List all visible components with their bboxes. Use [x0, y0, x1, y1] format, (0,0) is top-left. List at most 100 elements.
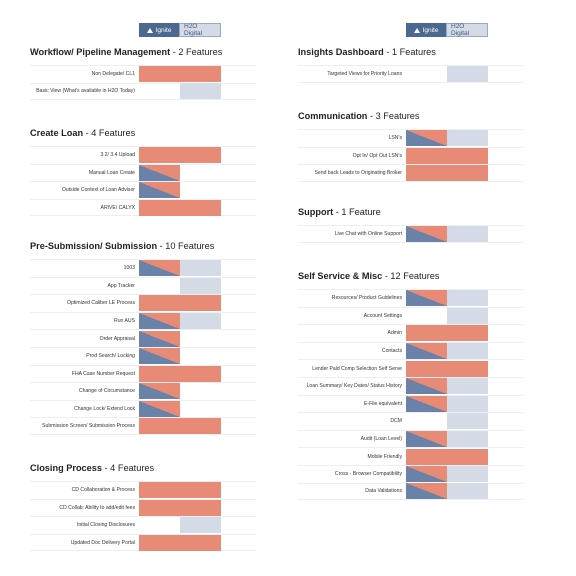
feature-row: Send back Leads to Originating Broker [298, 164, 524, 182]
feature-label: Manual Loan Create [88, 169, 135, 176]
h2o-cell [180, 83, 221, 100]
feature-row: DCM [298, 412, 524, 430]
availability-cells [406, 431, 488, 448]
ignite-cell [139, 383, 180, 400]
feature-label: Run AUS [114, 318, 135, 325]
availability-cells [406, 307, 488, 324]
ignite-logo-icon [146, 27, 153, 33]
h2o-cell [447, 378, 488, 395]
empty-cell [139, 278, 180, 294]
feature-row: Run AUS [30, 311, 256, 330]
availability-cells [139, 66, 221, 83]
h2o-cell [447, 431, 488, 448]
availability-cells [139, 365, 221, 382]
h2o-cell [447, 130, 488, 147]
feature-label: Live Chat with Online Support [334, 230, 402, 237]
section-title: Support - 1 Feature [298, 207, 381, 217]
feature-label: Change of Circumstance [78, 388, 135, 395]
section-communication: Communication - 3 Features LSN's Opt In/ O… [298, 111, 524, 182]
ignite-cell [406, 483, 447, 500]
both-cell [406, 147, 488, 164]
feature-row: Outside Context of Loan Advisor [30, 181, 256, 199]
feature-row: Basic View (What's available in H2O Toda… [30, 82, 256, 101]
feature-label: Admin [387, 330, 402, 337]
availability-cells [139, 260, 221, 277]
empty-cell [180, 383, 221, 399]
feature-label: E-File equivalent [364, 400, 402, 407]
both-cell [139, 295, 221, 312]
both-cell [139, 418, 221, 435]
both-cell [406, 325, 488, 342]
both-cell [139, 534, 221, 551]
feature-row: E-File equivalent [298, 394, 524, 413]
section-title: Create Loan - 4 Features [30, 128, 136, 138]
feature-label: 1003 [123, 265, 135, 272]
feature-row: Prod Search/ Locking [30, 346, 256, 365]
availability-cells [406, 325, 488, 342]
feature-label: Lender Paid Comp Selection Self Serve [312, 365, 402, 372]
feature-row: Change of Circumstance [30, 382, 256, 400]
empty-cell [180, 331, 221, 347]
section-insights-dashboard: Insights Dashboard - 1 Features Targeted … [298, 47, 524, 83]
empty-cell [180, 165, 221, 181]
h2o-cell [447, 343, 488, 360]
availability-cells [406, 483, 488, 500]
feature-row: ARIVE/ CALYX [30, 198, 256, 217]
feature-list: Resources/ Product Guidelines Account Set… [298, 289, 524, 501]
empty-cell [406, 66, 447, 82]
h2o-cell [447, 395, 488, 412]
section-pre-submission-submission: Pre-Submission/ Submission - 10 Features… [30, 241, 256, 435]
section-create-loan: Create Loan - 4 Features 3.2/ 3.4 Upload M… [30, 128, 256, 217]
feature-label: Contacts [381, 348, 402, 355]
feature-row: Loan Summary/ Key Dates/ Status History [298, 376, 524, 395]
ignite-cell [406, 130, 447, 147]
feature-label: Targeted Views for Priority Loans [327, 70, 402, 77]
ignite-cell [406, 343, 447, 360]
legend-left: Ignite H2O Digital [139, 23, 221, 37]
availability-cells [139, 534, 221, 551]
feature-row: Manual Loan Create [30, 163, 256, 182]
availability-cells [139, 182, 221, 199]
section-closing-process: Closing Process - 4 Features CD Collabora… [30, 463, 256, 552]
empty-cell [180, 401, 221, 417]
feature-row: Targeted Views for Priority Loans [298, 65, 524, 83]
feature-row: 3.2/ 3.4 Upload [30, 146, 256, 164]
feature-label: CD Collaboration & Process [71, 487, 135, 494]
feature-row: Admin [298, 324, 524, 342]
feature-row: CD Collab: Ability to add/edit fees [30, 498, 256, 517]
feature-label: Prod Search/ Locking [86, 353, 135, 360]
availability-cells [406, 147, 488, 164]
ignite-cell [406, 431, 447, 448]
both-cell [406, 360, 488, 377]
feature-label: Cross - Browser Compatibility [334, 471, 402, 478]
feature-label: Audit (Loan Level) [360, 436, 402, 443]
empty-cell [180, 348, 221, 364]
feature-row: Submission Screen/ Submission Process [30, 417, 256, 435]
availability-cells [406, 378, 488, 395]
feature-list: CD Collaboration & Process CD Collab: Abi… [30, 481, 256, 552]
both-cell [139, 365, 221, 382]
availability-cells [139, 482, 221, 499]
h2o-cell [180, 517, 221, 534]
feature-list: Non Delegate/ CL1 Basic View (What's avai… [30, 65, 256, 101]
h2o-cell [447, 307, 488, 324]
empty-cell [406, 413, 447, 429]
availability-cells [406, 395, 488, 412]
feature-row: Opt In/ Opt Out LSN's [298, 146, 524, 165]
feature-label: Account Settings [363, 312, 402, 319]
feature-row: CD Collaboration & Process [30, 481, 256, 499]
availability-cells [406, 65, 488, 82]
feature-row: Account Settings [298, 306, 524, 325]
ignite-cell [139, 348, 180, 365]
availability-cells [139, 277, 221, 294]
feature-row: Initial Closing Disclosures [30, 516, 256, 534]
feature-row: 1003 [30, 259, 256, 277]
h2o-cell [447, 290, 488, 307]
section-workflow-pipeline-management: Workflow/ Pipeline Management - 2 Featur… [30, 47, 256, 101]
feature-row: Resources/ Product Guidelines [298, 289, 524, 307]
section-support: Support - 1 Feature Live Chat with Online… [298, 207, 524, 243]
both-cell [406, 448, 488, 465]
feature-label: CD Collab: Ability to add/edit fees [59, 504, 135, 511]
legend-ignite: Ignite [139, 23, 179, 37]
h2o-cell [180, 313, 221, 330]
